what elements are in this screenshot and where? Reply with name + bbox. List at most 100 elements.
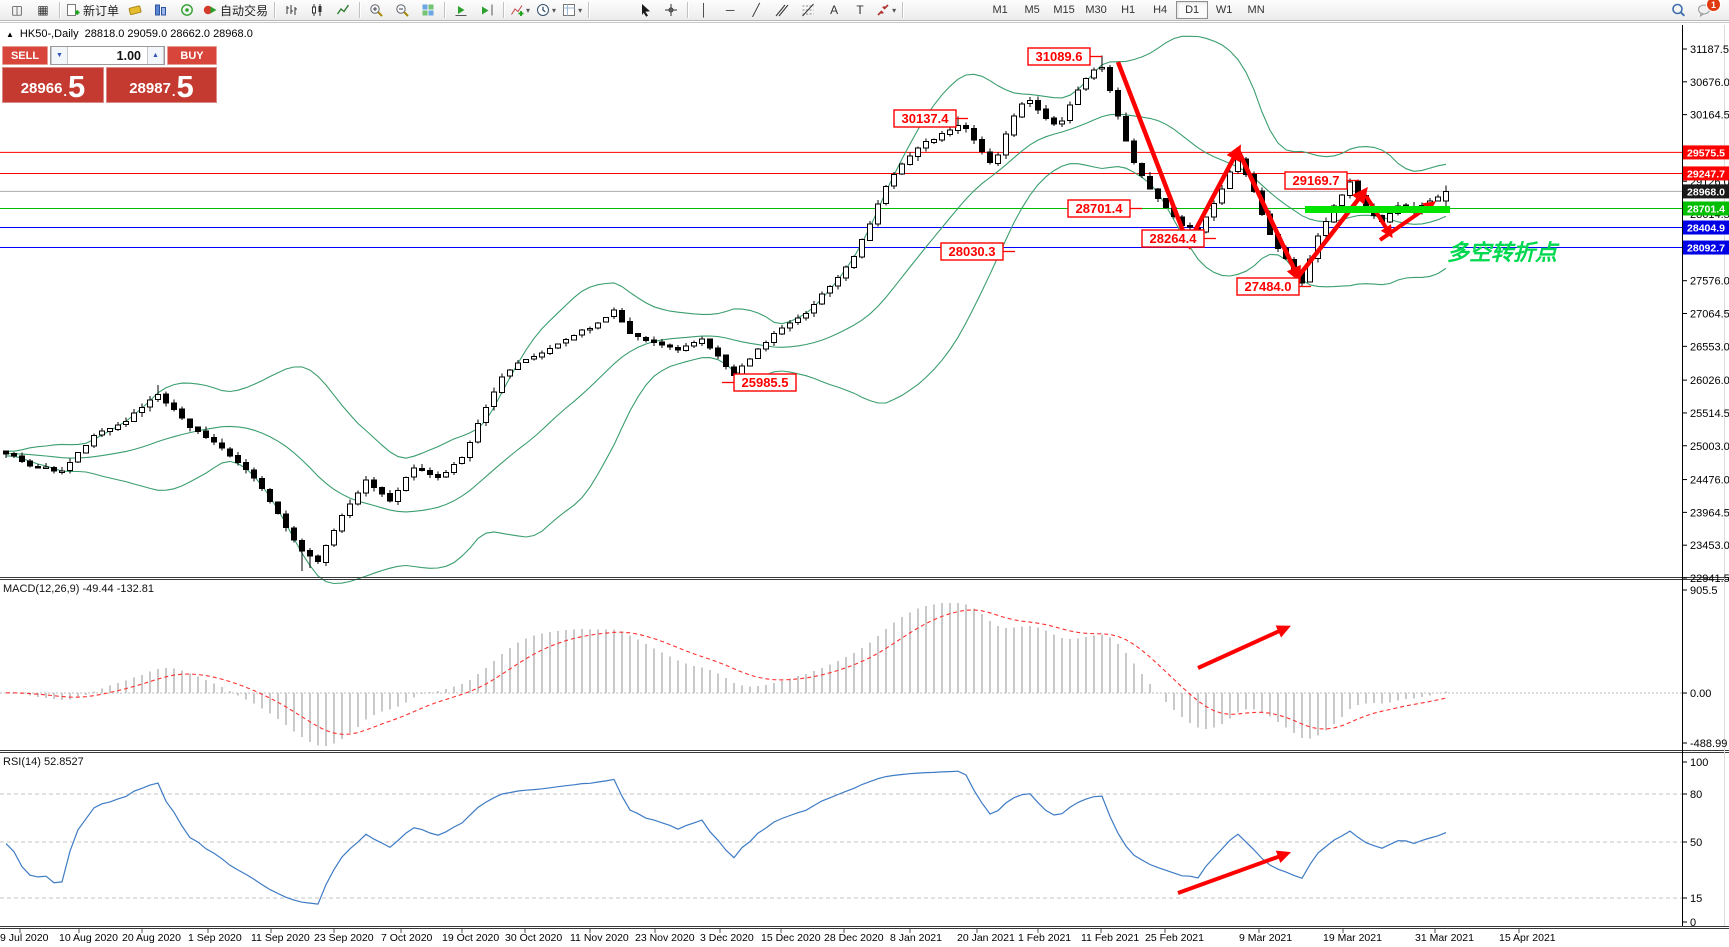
templates-icon[interactable]: ▾ <box>559 0 585 20</box>
macd-tick-label: 0.00 <box>1690 688 1711 700</box>
candlestick-chart-icon[interactable] <box>304 0 330 20</box>
hline-price-label <box>1683 220 1729 235</box>
svg-text:27484.0: 27484.0 <box>1245 279 1292 294</box>
line-chart-icon[interactable] <box>330 0 356 20</box>
hline-price-label <box>1683 240 1729 255</box>
buy-price-display[interactable]: 28987. 5 <box>106 67 217 103</box>
zoom-in-icon[interactable] <box>363 0 389 20</box>
date-label: 9 Jul 2020 <box>0 932 49 944</box>
svg-text:28701.4: 28701.4 <box>1687 203 1725 215</box>
fibonacci-icon[interactable] <box>795 0 821 20</box>
chat-notification-icon[interactable]: 1 <box>1691 0 1721 20</box>
price-tick-label: 22941.5 <box>1690 573 1729 585</box>
sell-button[interactable]: SELL <box>2 46 48 65</box>
indicator-panels <box>0 602 1682 905</box>
trend-annotations[interactable]: 多空转折点 <box>1115 61 1560 895</box>
date-label: 3 Dec 2020 <box>700 932 754 944</box>
charts-grid-icon[interactable]: ◫ <box>11 3 23 17</box>
cursor-icon[interactable] <box>632 0 658 20</box>
axes: 31187.530676.030164.529126.028614.527576… <box>0 22 1729 944</box>
callout-29169.7[interactable]: 29169.7 <box>1284 171 1359 190</box>
bollinger-upper-band <box>6 35 1447 459</box>
chart-canvas[interactable]: 31187.530676.030164.529126.028614.527576… <box>0 22 1729 947</box>
auto-scroll-icon[interactable] <box>448 0 474 20</box>
toolbar: ◫ ▦ 新订单 自动交易 ▾ ▾ ▾ │ ─ ╱ A T ▾ M1 M5 M15 M30 H1 H4 D1 W1 MN 1 <box>0 0 1729 21</box>
timeframe-m5-button[interactable]: M5 <box>1024 4 1040 16</box>
callout-31089.6[interactable]: 31089.6 <box>1027 47 1102 66</box>
rsi-tick-label: 50 <box>1690 837 1702 849</box>
date-label: 23 Sep 2020 <box>314 932 374 944</box>
date-label: 28 Dec 2020 <box>824 932 884 944</box>
rsi-line <box>5 770 1447 905</box>
horizontal-line-icon[interactable]: ─ <box>725 3 735 17</box>
timeframe-mn-button[interactable]: MN <box>1247 4 1265 16</box>
bull-bear-turning-point-text[interactable]: 多空转折点 <box>1447 240 1560 265</box>
price-callouts[interactable]: 31089.6 30137.4 29169.7 28701.4 28264.4 28030… <box>722 47 1359 392</box>
date-label: 11 Feb 2021 <box>1081 932 1139 944</box>
signals-icon[interactable] <box>174 0 200 20</box>
date-label: 11 Nov 2020 <box>570 932 629 944</box>
svg-text:28092.7: 28092.7 <box>1687 243 1725 255</box>
toolbar-separator <box>444 2 446 18</box>
zoom-out-icon[interactable] <box>389 0 415 20</box>
bar-chart-icon[interactable] <box>278 0 304 20</box>
chart-window: 31187.530676.030164.529126.028614.527576… <box>0 22 1729 947</box>
callout-30137.4[interactable]: 30137.4 <box>893 109 968 128</box>
equidistant-channel-icon[interactable] <box>769 0 795 20</box>
date-label: 15 Apr 2021 <box>1499 932 1556 944</box>
svg-text:28968.0: 28968.0 <box>1687 186 1725 198</box>
timeframe-m1-button[interactable]: M1 <box>992 4 1008 16</box>
macd-signal-line <box>6 609 1447 735</box>
new-order-button[interactable]: 新订单 <box>63 0 122 20</box>
timeframe-m30-button[interactable]: M30 <box>1085 4 1107 16</box>
vertical-line-icon[interactable]: │ <box>700 3 708 17</box>
data-window-icon[interactable]: ▦ <box>37 3 49 17</box>
svg-text:28404.9: 28404.9 <box>1687 223 1725 235</box>
collapse-trade-panel-icon[interactable]: ▲ <box>6 29 14 39</box>
trade-ticket-icon[interactable] <box>122 0 148 20</box>
text-label-icon[interactable]: T <box>856 3 864 17</box>
price-tick-label: 30164.5 <box>1690 110 1729 122</box>
arrows-icon[interactable]: ▾ <box>873 0 899 20</box>
crosshair-icon[interactable] <box>658 0 684 20</box>
volume-increase-button[interactable]: ▲ <box>147 47 164 64</box>
volume-input[interactable]: 1.00 <box>116 48 141 63</box>
volume-stepper: ▼ 1.00 ▲ <box>50 46 165 65</box>
date-label: 8 Jan 2021 <box>890 932 942 944</box>
callout-28030.3[interactable]: 28030.3 <box>940 242 1015 261</box>
hline-price-label <box>1683 201 1729 216</box>
text-icon[interactable]: A <box>830 3 839 17</box>
callout-28264.4[interactable]: 28264.4 <box>1141 229 1216 248</box>
date-label: 1 Sep 2020 <box>188 932 242 944</box>
timeframe-d1-button[interactable]: D1 <box>1176 1 1209 19</box>
chart-shift-icon[interactable] <box>474 0 500 20</box>
timeframe-m15-button[interactable]: M15 <box>1053 4 1075 16</box>
notification-badge: 1 <box>1706 0 1721 12</box>
rsi-tick-label: 0 <box>1690 917 1696 929</box>
volume-decrease-button[interactable]: ▼ <box>51 47 68 64</box>
callout-28701.4[interactable]: 28701.4 <box>1067 199 1142 218</box>
hline-price-label <box>1683 145 1729 160</box>
search-icon[interactable] <box>1665 0 1691 20</box>
sell-price-display[interactable]: 28966. 5 <box>2 67 104 103</box>
timeframe-w1-button[interactable]: W1 <box>1215 4 1233 16</box>
price-tick-label: 23453.0 <box>1690 540 1729 552</box>
trendline-icon[interactable]: ╱ <box>752 3 760 17</box>
buy-button[interactable]: BUY <box>167 46 217 65</box>
macd-tick-label: 905.5 <box>1690 585 1718 597</box>
date-label: 20 Aug 2020 <box>122 932 181 944</box>
timeframe-h4-button[interactable]: H4 <box>1153 4 1168 16</box>
market-depth-icon[interactable] <box>148 0 174 20</box>
timeframe-h1-button[interactable]: H1 <box>1121 4 1136 16</box>
tile-windows-icon[interactable] <box>415 0 441 20</box>
candlesticks <box>3 55 1449 571</box>
periods-icon[interactable]: ▾ <box>533 0 559 20</box>
callout-25985.5[interactable]: 25985.5 <box>722 373 797 392</box>
date-label: 15 Dec 2020 <box>761 932 821 944</box>
callout-27484.0[interactable]: 27484.0 <box>1236 277 1311 296</box>
price-tick-label: 31187.5 <box>1690 44 1729 56</box>
date-label: 10 Aug 2020 <box>59 932 118 944</box>
auto-trading-button[interactable]: 自动交易 <box>200 0 271 20</box>
indicators-list-icon[interactable]: ▾ <box>507 0 533 20</box>
hline-price-label <box>1683 166 1729 181</box>
